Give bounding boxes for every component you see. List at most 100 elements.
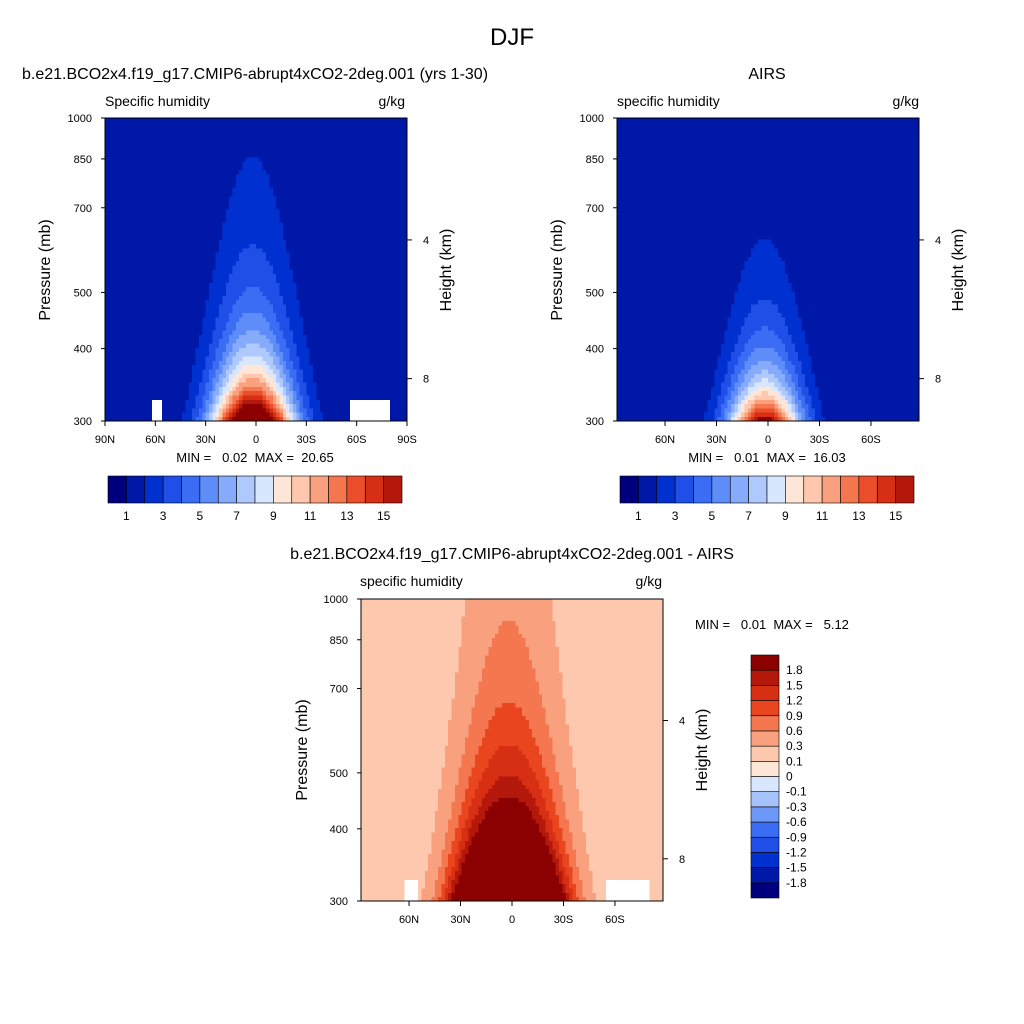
- colorbar-box: [876, 475, 896, 504]
- colorbar-box: [840, 475, 860, 504]
- colorbar-box: [693, 475, 713, 504]
- colorbar-label: 1.2: [786, 694, 803, 708]
- colorbar-label: -0.3: [786, 800, 807, 814]
- x-tick-label: 90S: [397, 434, 417, 446]
- colorbar-label: 7: [745, 509, 752, 523]
- colorbar-box: [236, 475, 256, 504]
- y-tick-label: 300: [330, 896, 348, 908]
- colorbar-box: [750, 761, 780, 777]
- colorbar-box: [750, 730, 780, 747]
- colorbar-box: [858, 475, 878, 504]
- y-tick-label: 500: [586, 287, 604, 299]
- panel-airs-left-string: specific humidity: [617, 93, 720, 109]
- y-tick-label: 1000: [580, 113, 604, 125]
- colorbar-label: -1.2: [786, 845, 807, 859]
- y-tick-label: 400: [330, 824, 348, 836]
- colorbar-box: [309, 475, 329, 504]
- colorbar-box: [291, 475, 311, 504]
- x-tick-label: 30N: [450, 914, 470, 926]
- y-tick-label: 500: [330, 768, 348, 780]
- colorbar-label: 11: [816, 509, 829, 523]
- colorbar-label: 0: [786, 770, 793, 784]
- panel-difference-title: b.e21.BCO2x4.f19_g17.CMIP6-abrupt4xCO2-2…: [290, 546, 734, 563]
- colorbar-label: -1.8: [786, 876, 807, 890]
- y-tick-label: 300: [586, 416, 604, 428]
- x-tick-label: 60S: [861, 434, 881, 446]
- colorbar-1: 1 3 5 7 9 11 13 15: [619, 475, 915, 523]
- colorbar-label: 13: [852, 509, 866, 523]
- colorbar-box: [254, 475, 274, 504]
- colorbar-box: [750, 852, 780, 868]
- colorbar-label: 3: [672, 509, 679, 523]
- y-tick-label: 850: [330, 635, 348, 647]
- colorbar-box: [711, 475, 731, 504]
- colorbar-label: 0.3: [786, 739, 803, 753]
- colorbar-label: 5: [197, 509, 204, 523]
- panel-model: b.e21.BCO2x4.f19_g17.CMIP6-abrupt4xCO2-2…: [22, 66, 488, 523]
- x-tick-label: 60N: [655, 434, 675, 446]
- panel-model-right-string: g/kg: [379, 93, 405, 109]
- panel-airs-ylabel-right: Height (km): [950, 229, 967, 312]
- y-tick-label: 1000: [68, 113, 92, 125]
- colorbar-box: [107, 475, 127, 504]
- colorbar-label: -0.9: [786, 830, 807, 844]
- colorbar-label: -0.1: [786, 785, 807, 799]
- colorbar-2: 1.81.51.20.90.60.30.10-0.1-0.3-0.6-0.9-1…: [750, 654, 807, 899]
- panel-model-ylabel: Pressure (mb): [37, 219, 54, 320]
- height-tick-label: 4: [679, 716, 685, 728]
- colorbar-box: [273, 475, 293, 504]
- panel-difference-left-string: specific humidity: [360, 573, 463, 589]
- colorbar-box: [750, 821, 780, 838]
- plot-area-2: 300 400 500 700 850 1000 8 4 60N 30N 0 30S 60S: [324, 594, 686, 926]
- x-tick-label: 30N: [706, 434, 726, 446]
- colorbar-box: [750, 654, 780, 671]
- x-tick-label: 0: [509, 914, 515, 926]
- colorbar-box: [750, 669, 780, 686]
- panel-difference-right-string: g/kg: [636, 573, 662, 589]
- panel-difference-ylabel: Pressure (mb): [294, 699, 311, 800]
- colorbar-box: [750, 685, 780, 701]
- figure-title: DJF: [490, 24, 534, 51]
- contour-fill: [617, 118, 920, 422]
- colorbar-box: [656, 475, 676, 504]
- colorbar-box: [750, 745, 780, 762]
- colorbar-box: [895, 475, 915, 504]
- colorbar-box: [750, 836, 780, 853]
- colorbar-box: [638, 475, 658, 504]
- contour-fill: [361, 599, 664, 902]
- y-tick-label: 400: [74, 344, 92, 356]
- colorbar-box: [750, 806, 780, 823]
- colorbar-label: 9: [782, 509, 789, 523]
- colorbar-label: 0.6: [786, 724, 803, 738]
- contour-fill: [105, 118, 408, 422]
- height-tick-label: 4: [423, 235, 429, 247]
- colorbar-box: [821, 475, 841, 504]
- colorbar-label: 13: [340, 509, 354, 523]
- panel-model-stats: MIN = 0.02 MAX = 20.65: [176, 450, 334, 465]
- colorbar-box: [803, 475, 823, 504]
- colorbar-box: [383, 475, 403, 504]
- y-tick-label: 850: [74, 154, 92, 166]
- colorbar-label: 1: [123, 509, 130, 523]
- colorbar-box: [766, 475, 786, 504]
- colorbar-box: [217, 475, 237, 504]
- panel-difference: b.e21.BCO2x4.f19_g17.CMIP6-abrupt4xCO2-2…: [290, 546, 849, 926]
- colorbar-label: 0.1: [786, 754, 803, 768]
- colorbar-box: [144, 475, 164, 504]
- panel-model-left-string: Specific humidity: [105, 93, 210, 109]
- colorbar-label: 15: [377, 509, 391, 523]
- colorbar-box: [750, 715, 780, 732]
- height-tick-label: 8: [423, 374, 429, 386]
- colorbar-box: [729, 475, 749, 504]
- colorbar-label: 0.9: [786, 709, 803, 723]
- colorbar-box: [674, 475, 694, 504]
- panel-model-title: b.e21.BCO2x4.f19_g17.CMIP6-abrupt4xCO2-2…: [22, 66, 488, 83]
- x-tick-label: 90N: [95, 434, 115, 446]
- colorbar-box: [619, 475, 639, 504]
- y-tick-label: 1000: [324, 594, 348, 606]
- colorbar-label: 3: [160, 509, 167, 523]
- colorbar-box: [750, 882, 780, 899]
- height-tick-label: 8: [679, 854, 685, 866]
- panel-model-ylabel-right: Height (km): [438, 229, 455, 312]
- colorbar-label: 1.5: [786, 678, 803, 692]
